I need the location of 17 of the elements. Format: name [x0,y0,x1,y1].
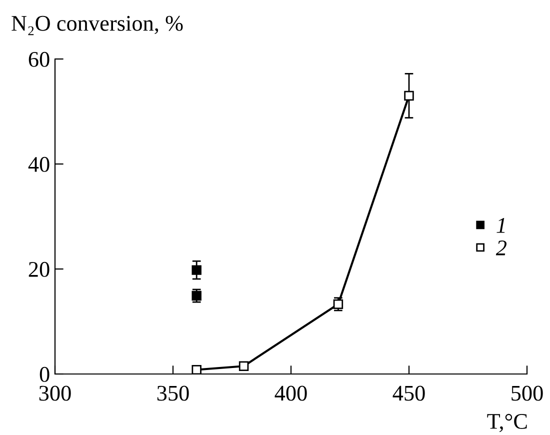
x-tick-label: 350 [157,386,189,401]
legend-label: 1 [496,218,505,233]
point [404,90,414,101]
x-axis-title: T,°C [487,414,527,432]
point [192,364,202,374]
x-tick-label: 450 [392,386,425,401]
legend-label: 2 [496,240,507,256]
x-tick-label: 300 [39,386,71,401]
point [238,361,249,371]
point [192,265,202,275]
y-axis-title: N₂O conversion, % [12,16,183,36]
y-tick-label: 60 [28,52,50,67]
x-tick-label: 400 [274,386,307,401]
x-tick-label: 500 [512,386,543,401]
y-tick-label: 0 [40,366,50,382]
y-tick-label: 20 [28,262,50,277]
y-tick-label: 40 [28,156,50,172]
